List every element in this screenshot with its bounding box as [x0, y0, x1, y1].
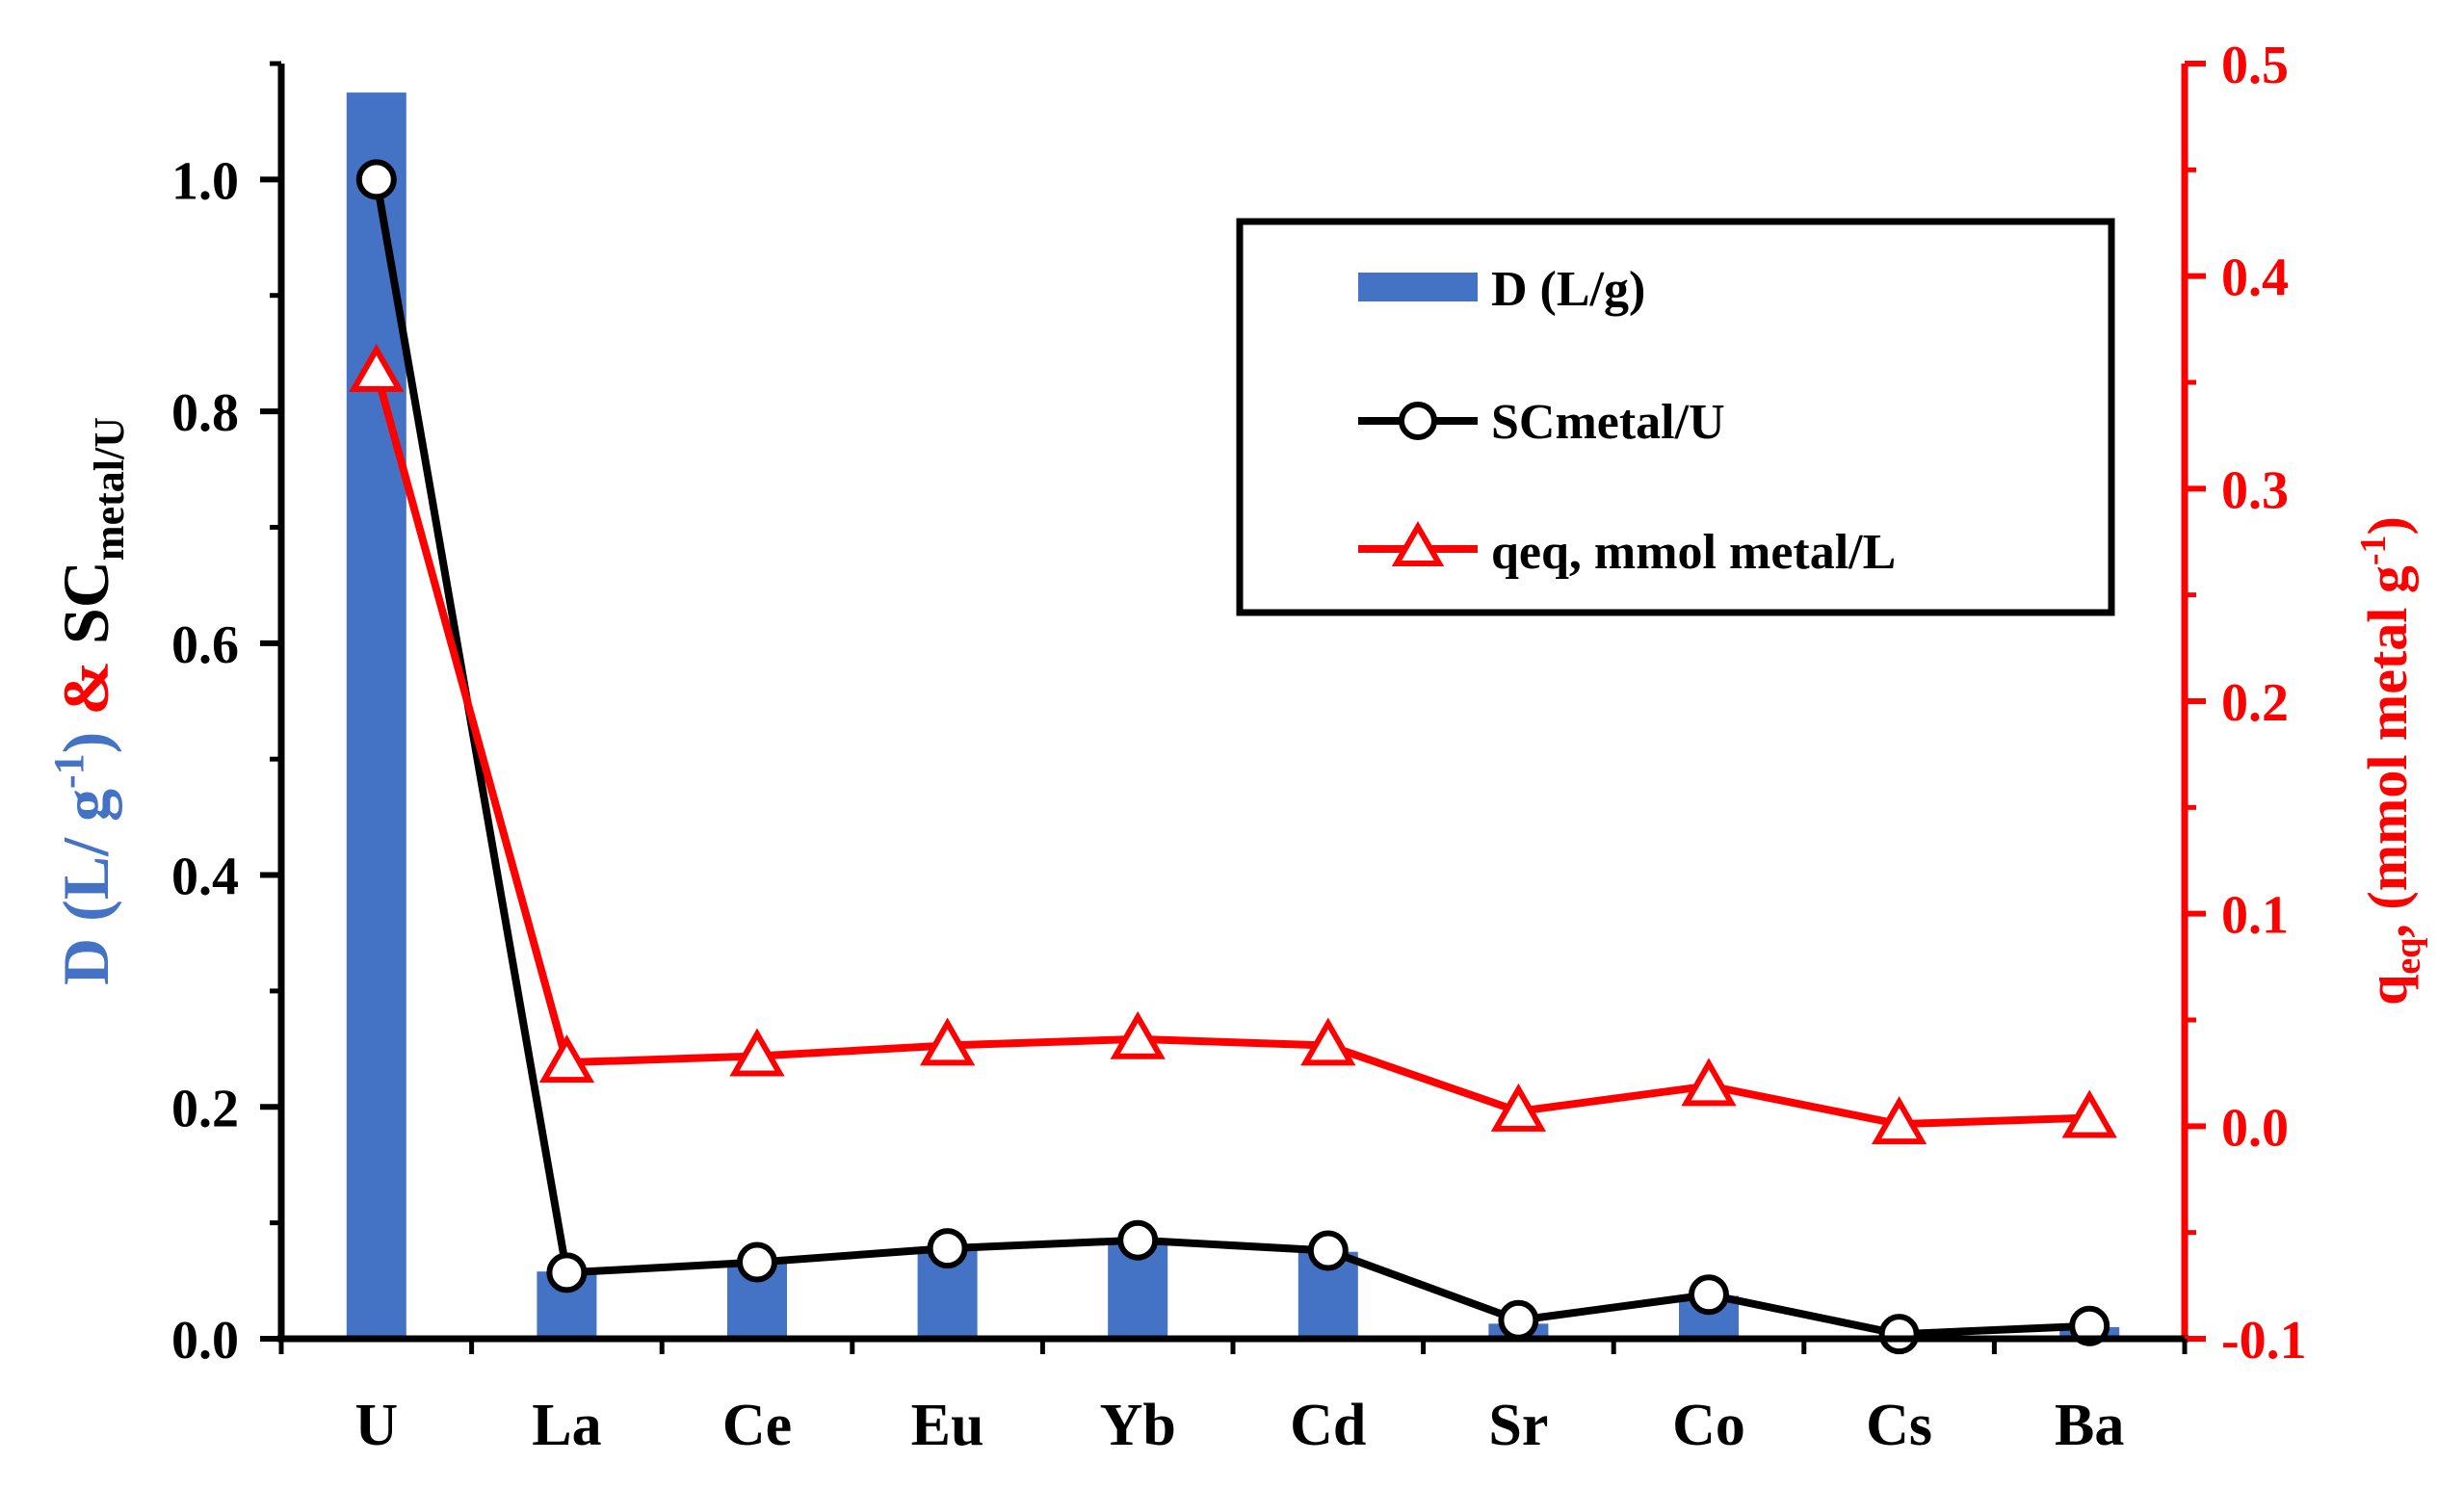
sc-point-La	[546, 1252, 588, 1293]
sc-point-Cd	[1307, 1230, 1349, 1271]
legend-label-sc: SCmetal/U	[1491, 395, 1725, 450]
x-axis-ticks: U La Ce Eu Yb Cd Sr Co Cs Ba	[278, 1339, 2188, 1458]
sc-point-Sr	[1498, 1299, 1539, 1341]
qeq-point-La	[538, 1034, 595, 1084]
legend-label-d: D (L/g)	[1491, 262, 1645, 317]
left-axis-title: D (L/ g-1) & SCmetal/U	[45, 417, 133, 985]
qeq-point-U	[349, 343, 405, 392]
legend-swatch-sc-marker	[1399, 402, 1437, 440]
right-tick-label: 0.2	[2221, 673, 2289, 733]
qeq-point-Cs	[1871, 1096, 1927, 1145]
right-tick-label: 0.4	[2221, 248, 2289, 308]
qeq-point-Sr	[1490, 1083, 1547, 1132]
right-title-rest: , (mmol metal g	[2356, 565, 2419, 938]
left-axis-ticks: 0.0 0.2 0.4 0.6 0.8 1.0	[171, 61, 281, 1371]
left-title-d-sup: -1	[45, 753, 92, 789]
legend-swatch-d	[1358, 273, 1478, 301]
x-tick-label-Eu: Eu	[911, 1393, 984, 1458]
sc-point-Eu	[927, 1228, 968, 1269]
right-tick-label: 0.5	[2221, 36, 2289, 95]
right-tick-label: 0.3	[2221, 460, 2289, 520]
qeq-point-Ce	[729, 1028, 785, 1077]
x-tick-label-La: La	[532, 1393, 601, 1458]
x-tick-label-Cs: Cs	[1866, 1393, 1932, 1458]
sc-point-Ce	[737, 1241, 777, 1283]
qeq-point-Co	[1681, 1058, 1737, 1107]
left-tick-label: 1.0	[171, 151, 239, 211]
qeq-point-Yb	[1110, 1010, 1166, 1059]
left-tick-label: 0.6	[171, 615, 239, 675]
x-tick-label-U: U	[354, 1393, 398, 1458]
right-tick-label: -0.1	[2221, 1311, 2307, 1371]
qeq-point-Ba	[2061, 1089, 2117, 1138]
left-tick-label: 0.0	[171, 1311, 239, 1371]
right-title-sup: -1	[2353, 535, 2394, 565]
x-tick-label-Ce: Ce	[722, 1393, 792, 1458]
x-tick-label-Ba: Ba	[2055, 1393, 2124, 1458]
left-title-d-close: )	[49, 732, 122, 754]
sc-point-Co	[1689, 1274, 1729, 1316]
legend-swatch-qeq-marker	[1391, 521, 1445, 566]
qeq-point-Cd	[1300, 1017, 1356, 1066]
legend-label-qeq: qeq, mmol metal/L	[1491, 525, 1896, 580]
line-series-sc	[355, 159, 2110, 1355]
left-title-sc: SC	[49, 561, 122, 644]
left-tick-label: 0.4	[171, 848, 239, 907]
right-title-q: q	[2356, 975, 2419, 1006]
line-series-qeq	[349, 343, 2117, 1145]
left-tick-label: 0.8	[171, 383, 239, 443]
left-tick-label: 0.2	[171, 1079, 239, 1138]
x-tick-label-Yb: Yb	[1100, 1393, 1176, 1458]
right-title-q-sub: eq	[2388, 938, 2428, 975]
qeq-line-path	[372, 370, 2090, 1129]
sc-line-path	[372, 178, 2090, 1339]
x-tick-label-Co: Co	[1672, 1393, 1745, 1458]
left-title-d: D (L/ g	[49, 789, 122, 985]
qeq-point-Eu	[919, 1017, 976, 1066]
x-tick-label-Cd: Cd	[1290, 1393, 1366, 1458]
right-axis-title: qeq, (mmol metal g-1)	[2353, 516, 2428, 1006]
left-title-amp: &	[49, 644, 122, 732]
right-axis-ticks: -0.1 0.0 0.1 0.2 0.3 0.4 0.5	[2185, 36, 2307, 1371]
left-title-sc-sub: metal/U	[86, 417, 133, 561]
sc-point-Yb	[1117, 1219, 1159, 1261]
right-tick-label: 0.0	[2221, 1098, 2289, 1158]
sc-point-Cs	[1878, 1314, 1920, 1355]
sc-point-Ba	[2069, 1305, 2110, 1346]
sc-point-U	[355, 159, 397, 200]
right-title-close: )	[2356, 516, 2419, 535]
legend: D (L/g) SCmetal/U qeq, mmol metal/L	[1236, 218, 2115, 616]
right-tick-label: 0.1	[2221, 886, 2289, 946]
x-tick-label-Sr: Sr	[1488, 1393, 1548, 1458]
